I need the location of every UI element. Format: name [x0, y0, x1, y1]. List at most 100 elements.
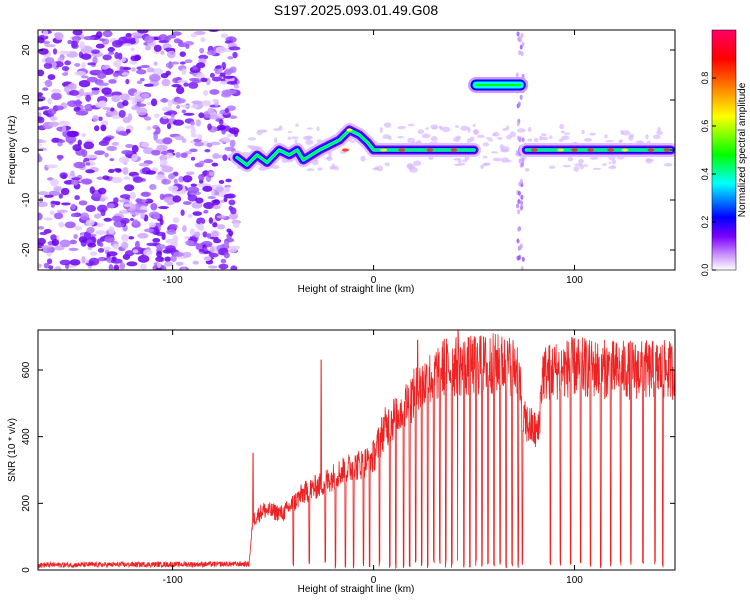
noise-blob [172, 119, 184, 126]
noise-blob [140, 211, 145, 220]
noise-blob [119, 66, 124, 74]
noise-blob [170, 255, 177, 262]
faint-speckle [492, 157, 502, 162]
noise-blob [95, 230, 107, 235]
noise-blob [83, 92, 94, 97]
noise-blob [87, 242, 97, 248]
noise-blob [84, 104, 91, 110]
noise-blob [224, 107, 229, 113]
noise-blob [195, 119, 201, 127]
noise-blob [160, 72, 169, 79]
faint-speckle [567, 156, 574, 162]
noise-blob [196, 217, 206, 225]
noise-blob [121, 72, 130, 76]
noise-blob [156, 250, 163, 258]
noise-blob [101, 65, 109, 70]
noise-blob [161, 178, 171, 185]
noise-blob [38, 107, 45, 111]
faint-speckle [457, 162, 466, 166]
colorbar-tick-label: 0.2 [700, 216, 710, 229]
noise-blob [183, 112, 195, 116]
noise-blob [89, 251, 98, 256]
noise-blob [222, 154, 228, 162]
faint-speckle [663, 162, 673, 167]
y-tick-label: 200 [21, 495, 32, 512]
faint-speckle [462, 159, 467, 163]
noise-blob [228, 46, 241, 51]
noise-blob [136, 66, 142, 70]
noise-blob [72, 144, 82, 152]
noise-blob [233, 84, 240, 89]
noise-blob [213, 238, 222, 244]
noise-blob [104, 152, 109, 158]
noise-blob [193, 141, 204, 147]
noise-blob [102, 175, 110, 180]
noise-blob [62, 72, 69, 76]
faint-speckle [384, 162, 390, 167]
faint-speckle [406, 163, 414, 169]
noise-blob [53, 212, 64, 220]
noise-blob [111, 91, 123, 96]
noise-blob [58, 50, 71, 55]
faint-speckle [473, 129, 478, 135]
x-tick-label: 100 [566, 275, 583, 286]
noise-blob [77, 139, 82, 147]
faint-speckle [574, 163, 583, 167]
noise-blob [99, 38, 106, 42]
hot-spot [663, 148, 671, 152]
hot-spot [607, 148, 615, 152]
smear-blob [520, 200, 524, 206]
noise-blob [73, 234, 78, 240]
colorbar-tick-label: 0.6 [700, 120, 710, 133]
faint-speckle [496, 136, 503, 140]
faint-speckle [549, 165, 556, 169]
noise-blob [220, 72, 226, 77]
noise-blob [190, 104, 199, 109]
noise-blob [46, 164, 58, 169]
noise-blob [176, 105, 181, 109]
noise-blob [211, 162, 219, 167]
noise-blob [44, 57, 55, 64]
noise-blob [143, 147, 154, 155]
faint-speckle [652, 134, 661, 140]
noise-blob [182, 251, 192, 258]
noise-blob [212, 222, 218, 228]
noise-blob [194, 231, 201, 238]
noise-blob [69, 90, 80, 96]
noise-blob [161, 106, 173, 112]
faint-speckle [360, 155, 366, 162]
noise-blob [64, 221, 76, 229]
noise-blob [185, 43, 190, 49]
y-tick-label: -10 [21, 192, 32, 207]
noise-blob [86, 76, 98, 83]
noise-blob [233, 222, 240, 229]
spectrogram-ylabel: Frequency (Hz) [7, 116, 18, 185]
noise-blob [43, 40, 51, 45]
noise-blob [209, 72, 215, 78]
smear-blob [519, 94, 523, 100]
smear-blob [518, 50, 522, 56]
noise-blob [78, 80, 91, 88]
noise-blob [226, 228, 232, 233]
smear-blob [517, 255, 521, 261]
hot-spot [587, 148, 595, 152]
noise-blob [71, 179, 79, 186]
noise-blob [189, 228, 195, 236]
noise-blob [165, 62, 174, 69]
noise-blob [181, 109, 187, 114]
noise-blob [48, 121, 59, 127]
noise-blob [111, 40, 123, 48]
noise-blob [60, 187, 70, 196]
noise-blob [85, 169, 95, 174]
faint-speckle [573, 165, 580, 172]
noise-blob [125, 128, 131, 134]
faint-speckle [430, 124, 439, 130]
noise-blob [212, 205, 221, 210]
noise-blob [53, 185, 63, 192]
noise-blob [180, 104, 191, 108]
noise-blob [108, 168, 115, 174]
noise-blob [172, 235, 179, 242]
hot-spot [530, 148, 538, 152]
faint-speckle [291, 136, 299, 140]
